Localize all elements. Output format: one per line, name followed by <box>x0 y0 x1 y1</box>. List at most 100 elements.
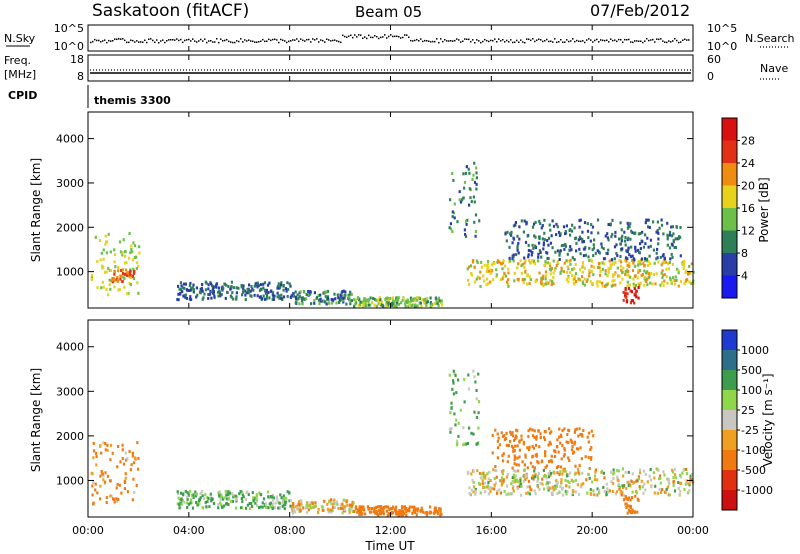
noise-point <box>388 35 390 38</box>
noise-point <box>184 39 186 42</box>
noise-point <box>530 39 532 42</box>
data-cell-region-3 <box>405 513 408 517</box>
data-cell-region-6 <box>661 276 664 280</box>
data-cell-region-6 <box>502 259 505 263</box>
data-cell-region-5 <box>493 483 496 487</box>
data-cell-region-5 <box>467 167 470 171</box>
data-cell-region-6 <box>557 450 560 454</box>
data-cell-region-5 <box>487 481 490 484</box>
data-cell-region-1 <box>180 502 183 506</box>
noise-point <box>528 38 530 40</box>
data-cell-region-6 <box>647 272 650 275</box>
data-cell-region-6 <box>639 269 642 273</box>
noise-point <box>272 38 274 41</box>
data-cell-region-6 <box>498 260 501 264</box>
data-cell-region-5 <box>592 493 596 497</box>
data-cell-region-5 <box>531 474 535 478</box>
data-cell-region-6 <box>507 284 510 288</box>
data-cell-region-2 <box>195 295 198 299</box>
data-cell-region-7 <box>568 248 571 252</box>
data-cell-region-5 <box>545 482 548 486</box>
data-cell-region-2 <box>248 290 251 294</box>
data-cell-region-6 <box>559 465 563 469</box>
data-cell-region-5 <box>624 470 627 474</box>
data-cell-region-0 <box>125 261 128 265</box>
data-cell-region-3 <box>376 512 379 516</box>
data-cell-region-5 <box>568 481 571 485</box>
data-cell-region-8 <box>622 290 625 294</box>
data-cell-region-6 <box>569 262 572 266</box>
data-cell-region-3 <box>322 299 325 303</box>
noise-point <box>542 40 544 43</box>
colorbar-tick-label: 12 <box>741 225 755 238</box>
data-cell-region-6 <box>632 282 635 286</box>
noise-point <box>166 40 168 42</box>
data-cell-region-6 <box>674 282 677 286</box>
data-cell-region-6 <box>578 464 581 468</box>
data-cell-region-2 <box>242 289 246 293</box>
data-cell-region-6 <box>662 259 665 263</box>
data-cell-region-2 <box>200 286 203 290</box>
data-cell-region-1 <box>133 271 136 275</box>
data-cell-region-4 <box>416 304 419 308</box>
data-cell-region-2 <box>195 286 198 290</box>
x-axis-title: Time UT <box>364 539 415 553</box>
data-cell-region-6 <box>578 427 581 431</box>
data-cell-region-3 <box>402 509 405 513</box>
noise-point <box>232 41 234 44</box>
data-cell-region-6 <box>544 260 547 264</box>
data-cell-region-3 <box>368 506 371 510</box>
noise-point <box>342 34 344 37</box>
data-cell-region-1 <box>204 493 207 497</box>
data-cell-region-6 <box>571 445 574 449</box>
data-cell-region-2 <box>248 283 251 287</box>
noise-point <box>332 39 334 42</box>
data-cell-region-7 <box>549 228 552 232</box>
data-cell-region-2 <box>262 282 265 286</box>
data-cell-region-5 <box>484 476 487 480</box>
data-cell-region-7 <box>546 239 549 242</box>
data-cell-region-0 <box>117 498 120 501</box>
noise-point <box>102 40 104 42</box>
data-cell-region-5 <box>633 481 636 484</box>
data-cell-region-3 <box>292 292 295 296</box>
data-cell-region-4 <box>391 296 394 300</box>
data-cell-region-5 <box>485 485 488 489</box>
data-cell-region-6 <box>561 444 564 447</box>
data-cell-region-0 <box>105 270 108 274</box>
data-cell-region-0 <box>95 463 98 467</box>
data-cell-region-0 <box>128 232 131 235</box>
data-cell-region-3 <box>378 509 381 513</box>
noise-point <box>566 39 568 41</box>
data-cell-region-6 <box>466 267 469 271</box>
data-cell-region-4 <box>452 392 455 396</box>
data-cell-region-2 <box>272 294 275 298</box>
data-cell-region-7 <box>511 241 514 245</box>
data-cell-region-6 <box>491 451 494 455</box>
data-cell-region-4 <box>425 301 428 304</box>
data-cell-region-7 <box>596 249 599 253</box>
data-cell-region-0 <box>116 465 119 469</box>
data-cell-region-2 <box>212 286 215 290</box>
data-cell-region-5 <box>488 470 491 474</box>
data-cell-region-0 <box>105 287 108 291</box>
data-cell-region-5 <box>556 471 559 475</box>
data-cell-region-2 <box>278 294 281 298</box>
y-tick-label: 4000 <box>56 341 84 354</box>
data-cell-region-6 <box>499 278 502 282</box>
data-cell-region-6 <box>669 276 672 280</box>
data-cell-region-4 <box>455 418 458 422</box>
noise-point <box>192 38 194 40</box>
data-cell-region-5 <box>621 484 624 488</box>
data-cell-region-5 <box>566 490 569 494</box>
data-cell-region-0 <box>131 451 134 455</box>
data-cell-region-7 <box>543 231 546 235</box>
data-cell-region-0 <box>98 239 101 242</box>
data-cell-region-1 <box>206 496 209 499</box>
data-cell-region-5 <box>473 180 477 184</box>
data-cell-region-1 <box>266 490 270 494</box>
data-cell-region-4 <box>360 301 363 304</box>
colorbar-segment <box>722 350 737 371</box>
data-cell-region-1 <box>284 500 287 504</box>
colorbar-segment <box>722 253 737 276</box>
